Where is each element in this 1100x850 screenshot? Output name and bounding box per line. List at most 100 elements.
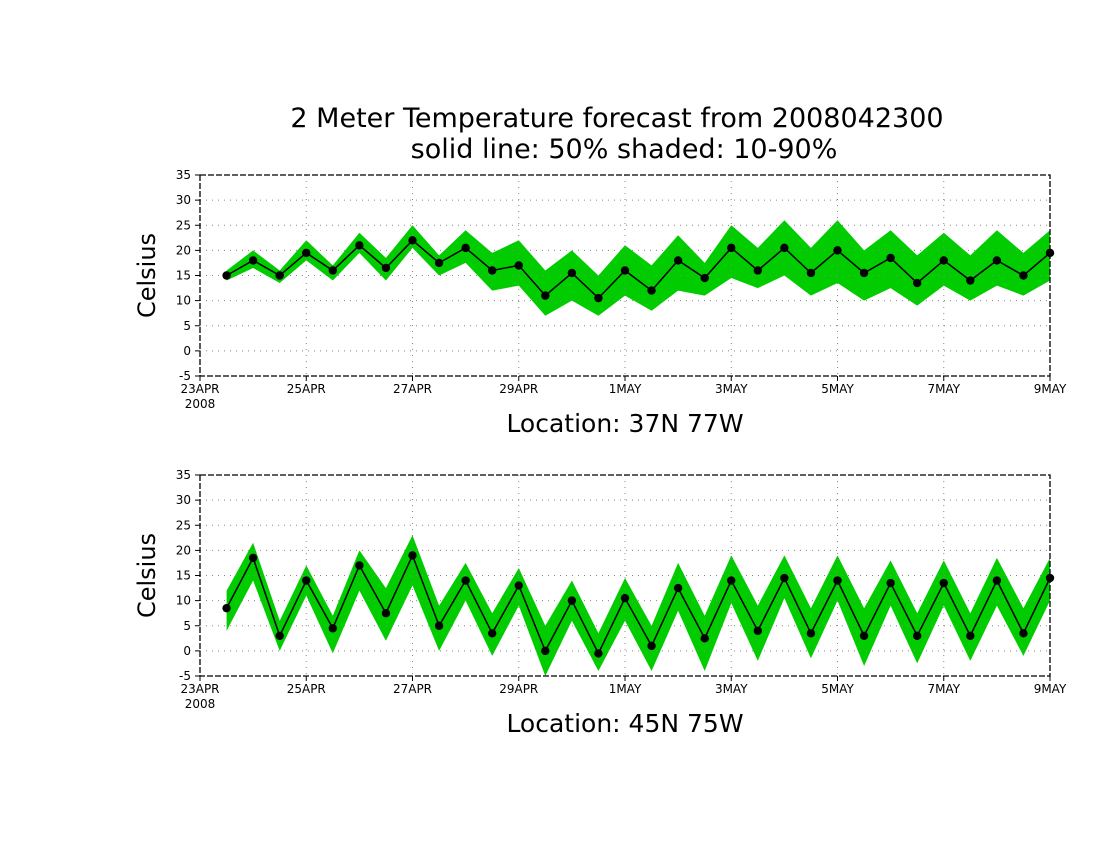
location-label: Location: 37N 77W [506, 409, 743, 438]
x-tick-label: 7MAY [927, 682, 960, 696]
median-point [328, 624, 338, 633]
x-tick-label: 5MAY [821, 682, 854, 696]
median-point [487, 629, 497, 638]
median-point [966, 631, 975, 640]
median-line [226, 239, 1051, 300]
median-point [992, 256, 1002, 265]
median-point [275, 271, 284, 280]
y-tick-label: 30 [176, 493, 191, 507]
median-point [673, 583, 683, 593]
median-point [514, 581, 523, 590]
median-point [859, 268, 869, 278]
median-point [647, 641, 656, 651]
median-point [514, 261, 523, 270]
median-point [302, 576, 311, 585]
median-point [1019, 271, 1028, 280]
y-axis-label: Celsius [133, 233, 161, 318]
x-year-label: 2008 [185, 397, 216, 411]
x-tick-label: 29APR [499, 382, 538, 396]
median-point [434, 258, 444, 268]
median-point [939, 256, 948, 265]
median-point [620, 593, 630, 603]
y-tick-label: 10 [176, 294, 191, 308]
median-point [780, 573, 789, 583]
y-tick-label: 5 [183, 319, 191, 333]
y-tick-label: 5 [183, 619, 191, 633]
x-tick-label: 5MAY [821, 382, 854, 396]
median-point [487, 266, 497, 275]
median-point [381, 263, 391, 273]
y-tick-label: 15 [176, 569, 191, 583]
median-point [620, 266, 630, 275]
median-point [541, 291, 550, 300]
median-point [355, 241, 364, 250]
y-tick-label: 0 [183, 344, 191, 358]
median-point [1045, 248, 1055, 258]
median-point [1019, 629, 1028, 638]
median-point [727, 243, 736, 253]
median-point [753, 266, 763, 275]
x-tick-label: 23APR [180, 682, 219, 696]
median-point [461, 243, 470, 253]
median-point [355, 561, 364, 570]
median-point [727, 576, 736, 585]
median-point [594, 649, 603, 658]
y-tick-label: 0 [183, 644, 191, 658]
median-point [806, 268, 816, 278]
y-tick-label: -5 [179, 669, 191, 683]
x-tick-label: 3MAY [715, 382, 748, 396]
x-tick-label: 25APR [287, 382, 326, 396]
chart-title-line1: 2 Meter Temperature forecast from 200804… [290, 103, 943, 134]
x-tick-label: 9MAY [1034, 382, 1067, 396]
median-point [567, 268, 577, 278]
median-point [222, 271, 231, 280]
median-point [886, 253, 895, 263]
median-line [225, 553, 1051, 656]
median-point [992, 576, 1002, 585]
median-point [408, 236, 417, 245]
median-point [806, 629, 816, 638]
x-tick-label: 23APR [180, 382, 219, 396]
median-point [328, 266, 338, 275]
median-point [248, 256, 258, 265]
x-tick-label: 9MAY [1034, 682, 1067, 696]
y-tick-label: 25 [176, 518, 191, 532]
median-point [408, 551, 417, 560]
median-point [833, 246, 842, 255]
chart-title-line2: solid line: 50% shaded: 10-90% [411, 134, 838, 165]
y-tick-label: 15 [176, 269, 191, 283]
x-tick-label: 29APR [499, 682, 538, 696]
median-point [594, 293, 603, 303]
y-tick-label: 20 [176, 243, 191, 257]
x-year-label: 2008 [185, 697, 216, 711]
median-point [912, 631, 922, 640]
median-point [222, 603, 231, 613]
median-point [700, 634, 709, 643]
median-point [859, 631, 869, 640]
x-tick-label: 1MAY [609, 682, 642, 696]
panel-45n-75w: -5 0 5 10 15 20 25 30 35 23APR 25APR 27APR 29APR 1MAY… [133, 468, 1067, 738]
y-tick-label: 35 [176, 468, 191, 482]
y-tick-label: 30 [176, 193, 191, 207]
median-point [833, 576, 842, 585]
median-point [939, 578, 948, 588]
median-point [541, 646, 550, 656]
band-10-90 [226, 535, 1051, 676]
median-point [966, 276, 975, 285]
median-point [647, 286, 656, 295]
x-tick-label: 1MAY [609, 382, 642, 396]
median-point [753, 626, 763, 635]
median-point [248, 553, 258, 563]
x-tick-label: 25APR [287, 682, 326, 696]
location-label: Location: 45N 75W [506, 709, 743, 738]
median-point [461, 576, 470, 585]
y-tick-label: 20 [176, 543, 191, 557]
y-tick-label: -5 [179, 369, 191, 383]
x-tick-label: 3MAY [715, 682, 748, 696]
band-10-90 [226, 220, 1051, 316]
median-point [434, 621, 444, 630]
median-point [673, 256, 683, 265]
median-point [700, 273, 709, 283]
x-tick-label: 7MAY [927, 382, 960, 396]
